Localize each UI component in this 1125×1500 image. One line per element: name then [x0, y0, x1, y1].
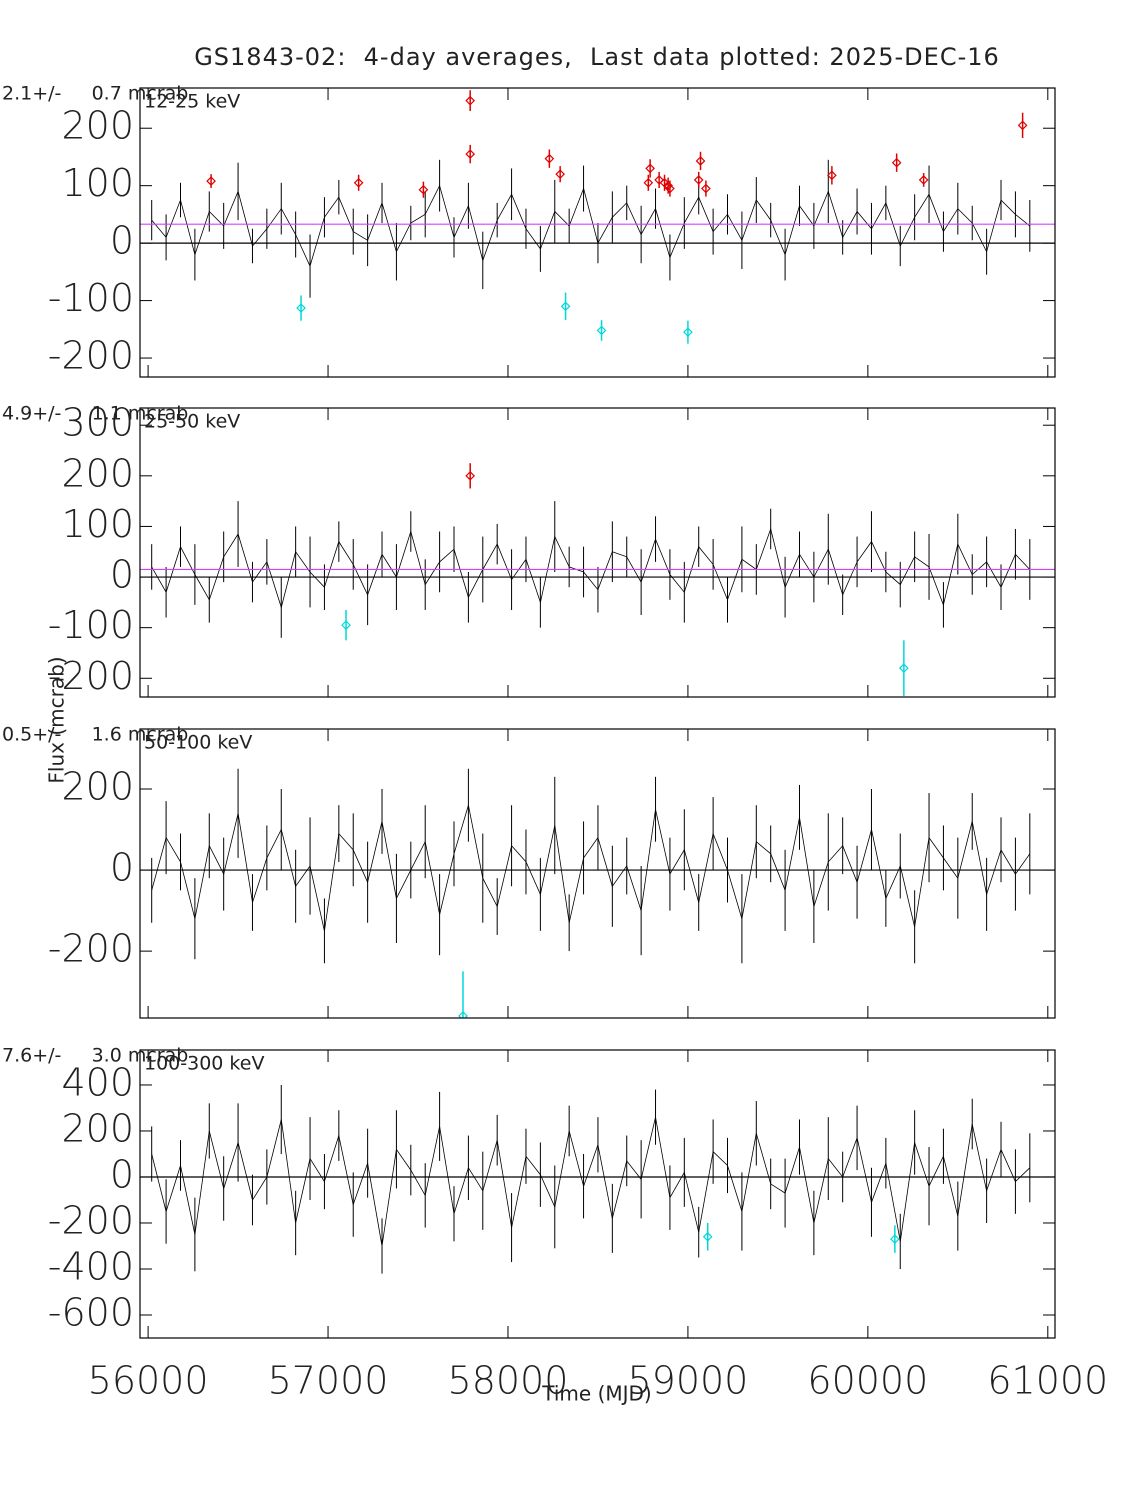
point-marker: [683, 327, 693, 338]
point-marker: [827, 170, 837, 181]
point-marker: [560, 301, 571, 312]
plot-frame: [139, 728, 1056, 1019]
point-marker: [465, 149, 476, 159]
panel: [140, 1084, 1055, 1274]
energy-band-label: 12-25 keV: [144, 91, 240, 113]
point-marker: [596, 325, 607, 336]
y-tick-label: 200: [61, 764, 134, 808]
energy-band-label: 50-100 keV: [144, 732, 252, 754]
y-tick-label: -100: [48, 603, 134, 647]
x-tick-label: 58000: [448, 1359, 569, 1403]
y-tick-label: -600: [48, 1290, 134, 1334]
y-tick-label: -400: [48, 1244, 134, 1288]
point-marker: [654, 175, 664, 185]
y-tick-label: 100: [61, 502, 134, 546]
x-tick-label: 61000: [987, 1359, 1108, 1403]
y-tick-label: 0: [110, 846, 134, 890]
panel: [140, 463, 1055, 696]
point-marker: [465, 470, 476, 481]
x-tick-label: 59000: [627, 1359, 748, 1403]
x-tick-label: 56000: [88, 1359, 209, 1403]
y-tick-label: 0: [110, 1152, 134, 1196]
mean-flux-label: 4.9+/- 1.1 mcrab: [2, 403, 188, 425]
point-marker: [890, 1234, 900, 1244]
flux-line: [151, 1117, 1031, 1247]
y-tick-label: 300: [61, 401, 134, 445]
point-marker: [555, 169, 566, 180]
point-marker: [899, 663, 909, 673]
point-marker: [643, 177, 654, 188]
point-marker: [701, 183, 711, 194]
y-tick-label: 400: [61, 1060, 134, 1104]
y-tick-label: 200: [61, 104, 134, 148]
y-tick-label: -200: [48, 927, 134, 971]
mean-flux-label: 0.5+/- 1.6 mcrab: [2, 724, 188, 746]
point-marker: [645, 163, 655, 174]
y-tick-label: 100: [61, 161, 134, 205]
point-marker: [891, 157, 902, 168]
panel: [140, 90, 1055, 344]
point-marker: [341, 620, 351, 630]
point-marker: [665, 183, 675, 194]
point-marker: [458, 1011, 468, 1018]
y-tick-label: -200: [48, 334, 134, 378]
panel: [140, 768, 1055, 1018]
y-tick-label: 0: [110, 553, 134, 597]
mean-flux-label: 7.6+/- 3.0 mcrab: [2, 1045, 188, 1067]
point-marker: [296, 303, 306, 313]
point-marker: [418, 184, 429, 195]
x-axis-label: Time (MJD): [541, 1382, 651, 1406]
point-marker: [702, 1231, 713, 1242]
y-axis-label: Flux (mcrab): [45, 656, 69, 783]
point-marker: [206, 176, 216, 186]
point-marker: [465, 95, 476, 106]
chart-title: GS1843-02: 4-day averages, Last data plo…: [194, 43, 1000, 71]
point-marker: [695, 156, 706, 166]
x-tick-label: 60000: [807, 1359, 928, 1403]
mean-flux-label: 2.1+/- 0.7 mcrab: [2, 83, 188, 105]
energy-band-label: 25-50 keV: [144, 411, 240, 433]
plot-frame: [139, 1049, 1056, 1339]
flux-line: [151, 805, 1031, 931]
plot-frame: [139, 407, 1056, 698]
flux-line: [151, 527, 1031, 609]
point-marker: [663, 180, 673, 191]
point-marker: [693, 175, 704, 185]
y-tick-label: 200: [61, 451, 134, 495]
y-tick-label: -200: [48, 1198, 134, 1242]
point-marker: [544, 153, 555, 164]
energy-band-label: 100-300 keV: [144, 1053, 264, 1075]
point-marker: [918, 175, 929, 185]
y-tick-label: 200: [61, 1106, 134, 1150]
plot-frame: [139, 87, 1056, 378]
x-tick-label: 57000: [268, 1359, 389, 1403]
y-tick-label: -100: [48, 276, 134, 320]
y-tick-label: 0: [110, 219, 134, 263]
y-tick-label: -200: [48, 654, 134, 698]
flux-line: [151, 184, 1031, 268]
point-marker: [353, 177, 364, 188]
point-marker: [1017, 120, 1028, 131]
